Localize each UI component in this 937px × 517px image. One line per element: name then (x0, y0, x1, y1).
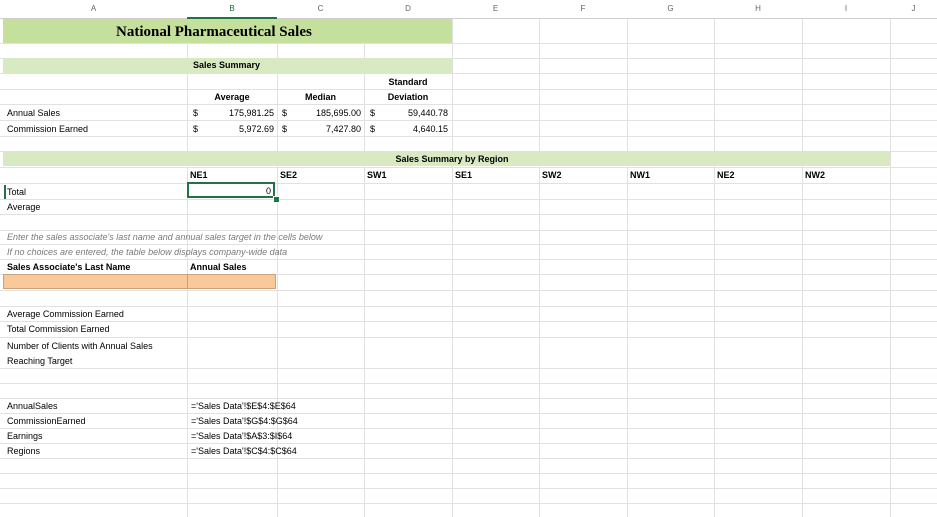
annual-sales-median[interactable]: 185,695.00 (315, 108, 361, 118)
range-ref-commissionearned[interactable]: ='Sales Data'!$G$4:$G$64 (191, 416, 298, 426)
std-dev-header-line2: Deviation (387, 92, 429, 102)
associate-name-input[interactable] (3, 275, 186, 288)
annual-sales-target-input[interactable] (188, 275, 276, 288)
instruction-line-1: Enter the sales associate's last name an… (7, 232, 323, 242)
fill-handle[interactable] (273, 196, 280, 203)
column-header-d[interactable]: D (364, 0, 452, 19)
region-ne1: NE1 (190, 170, 208, 180)
clients-target-label-1: Number of Clients with Annual Sales (7, 341, 153, 351)
associate-name-header: Sales Associate's Last Name (7, 262, 131, 272)
commission-earned-label: Commission Earned (7, 124, 89, 134)
total-ne1-value[interactable]: 0 (265, 186, 271, 196)
page-title: National Pharmaceutical Sales (116, 24, 312, 40)
region-summary-band (3, 151, 890, 166)
range-ref-annualsales[interactable]: ='Sales Data'!$E$4:$E$64 (191, 401, 296, 411)
region-sw1: SW1 (367, 170, 387, 180)
annual-sales-std[interactable]: 59,440.78 (407, 108, 448, 118)
range-ref-regions[interactable]: ='Sales Data'!$C$4:$C$64 (191, 446, 297, 456)
commission-std[interactable]: 4,640.15 (412, 124, 448, 134)
column-header-f[interactable]: F (539, 0, 627, 19)
region-ne2: NE2 (717, 170, 735, 180)
commission-average[interactable]: 5,972.69 (238, 124, 274, 134)
column-header-b[interactable]: B (187, 0, 277, 19)
region-summary-heading: Sales Summary by Region (395, 154, 509, 164)
input-divider (187, 274, 188, 289)
avg-commission-label: Average Commission Earned (7, 309, 124, 319)
column-header-j[interactable]: J (890, 0, 937, 19)
average-label: Average (7, 202, 41, 212)
annual-sales-header: Annual Sales (190, 262, 247, 272)
active-row-marker (4, 185, 6, 199)
column-header-a[interactable]: A (0, 0, 187, 19)
annual-sales-dollar-median: $ (282, 108, 288, 118)
title-band (3, 19, 452, 43)
clients-target-label-2: Reaching Target (7, 356, 73, 366)
std-dev-header-line1: Standard (388, 77, 428, 87)
region-se2: SE2 (280, 170, 298, 180)
annual-sales-dollar-std: $ (370, 108, 376, 118)
column-header-c[interactable]: C (277, 0, 364, 19)
selected-cell[interactable] (187, 182, 275, 198)
column-header-g[interactable]: G (627, 0, 714, 19)
annual-sales-dollar-avg: $ (193, 108, 199, 118)
region-se1: SE1 (455, 170, 473, 180)
range-name-annualsales: AnnualSales (7, 401, 58, 411)
region-nw1: NW1 (630, 170, 650, 180)
total-label: Total (7, 187, 27, 197)
annual-sales-average[interactable]: 175,981.25 (228, 108, 274, 118)
range-name-regions: Regions (7, 446, 41, 456)
column-header-i[interactable]: I (802, 0, 890, 19)
range-name-earnings: Earnings (7, 431, 43, 441)
column-header-h[interactable]: H (714, 0, 802, 19)
commission-dollar-std: $ (370, 124, 376, 134)
sales-summary-heading: Sales Summary (193, 60, 261, 70)
column-header-e[interactable]: E (452, 0, 539, 19)
commission-dollar-avg: $ (193, 124, 199, 134)
region-sw2: SW2 (542, 170, 562, 180)
commission-median[interactable]: 7,427.80 (325, 124, 361, 134)
range-ref-earnings[interactable]: ='Sales Data'!$A$3:$I$64 (191, 431, 293, 441)
sales-summary-band (3, 58, 452, 73)
median-header: Median (304, 92, 336, 102)
commission-dollar-median: $ (282, 124, 288, 134)
total-commission-label: Total Commission Earned (7, 324, 110, 334)
input-row (3, 274, 276, 289)
instruction-line-2: If no choices are entered, the table bel… (7, 247, 288, 257)
annual-sales-label: Annual Sales (7, 108, 61, 118)
region-nw2: NW2 (805, 170, 825, 180)
range-name-commissionearned: CommissionEarned (7, 416, 86, 426)
average-header: Average (214, 92, 250, 102)
